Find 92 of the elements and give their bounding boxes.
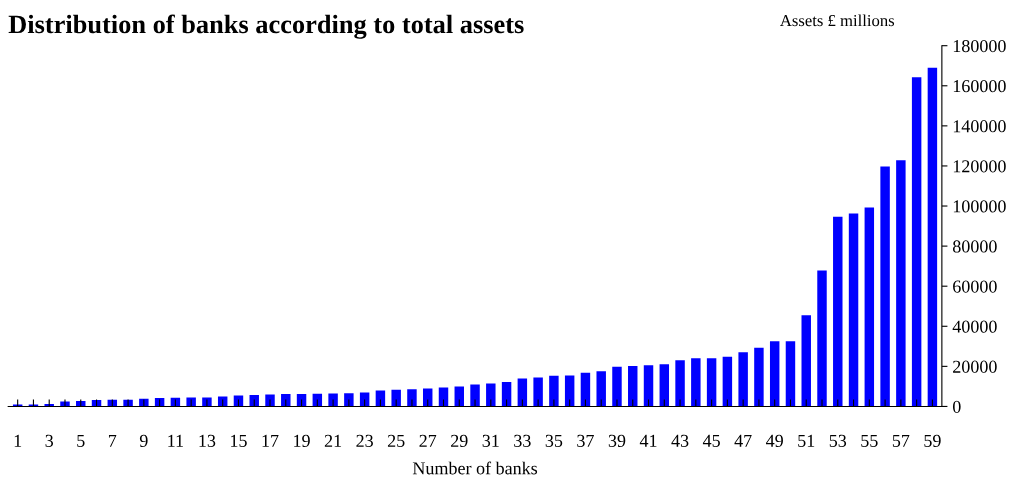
bar: [454, 386, 464, 407]
bar: [249, 395, 259, 407]
x-tick-label: 49: [766, 434, 783, 447]
x-tick-label: 33: [514, 434, 531, 447]
bar: [344, 393, 354, 407]
chart-title: Distribution of banks according to total assets: [8, 14, 524, 39]
bar: [769, 341, 780, 407]
x-tick-label: 3: [45, 434, 54, 447]
bar: [422, 388, 433, 407]
bar: [375, 390, 386, 407]
x-tick-label: 1: [14, 434, 22, 447]
bar: [643, 365, 654, 407]
bar: [754, 347, 764, 407]
x-tick-label: 17: [262, 434, 279, 447]
y-tick-label: 140000: [953, 120, 1006, 133]
bar: [564, 375, 575, 407]
bar: [517, 378, 528, 407]
bar: [785, 341, 796, 407]
bar: [391, 389, 401, 407]
bar: [470, 384, 480, 407]
x-tick-label: 25: [387, 434, 405, 447]
x-tick-label: 11: [168, 434, 183, 447]
bar: [612, 366, 622, 407]
bar: [864, 207, 875, 407]
x-tick-label: 43: [671, 434, 689, 447]
bar: [738, 352, 748, 407]
bar: [848, 213, 859, 407]
bar: [911, 77, 922, 407]
x-tick-label: 55: [861, 434, 878, 447]
bar: [580, 372, 591, 407]
x-tick-label: 35: [545, 434, 563, 447]
bar: [628, 365, 638, 407]
x-tick-label: 37: [577, 434, 594, 447]
bar: [549, 375, 559, 407]
x-tick-label: 19: [294, 434, 310, 447]
y-tick-label: 40000: [952, 320, 997, 333]
y-tick-label: 100000: [953, 200, 1006, 213]
x-tick-label: 39: [608, 434, 626, 447]
y-tick-label: 20000: [953, 360, 997, 373]
bar: [202, 397, 212, 407]
x-tick-label: 23: [356, 434, 373, 447]
bar: [833, 216, 843, 407]
bar: [233, 395, 244, 407]
y-axis-title: Assets £ millions: [780, 14, 895, 27]
x-tick-label: 59: [924, 434, 941, 447]
bar: [186, 397, 196, 407]
x-tick-label: 7: [108, 434, 117, 447]
y-tick-label: 0: [952, 400, 961, 413]
y-tick-label: 180000: [953, 39, 1006, 53]
x-tick-label: 29: [451, 434, 468, 447]
y-tick-label: 60000: [953, 280, 997, 293]
bar: [438, 387, 449, 407]
x-tick-label: 41: [639, 434, 657, 447]
x-tick-label: 53: [829, 434, 847, 447]
bar: [407, 389, 417, 407]
bar: [817, 270, 827, 407]
x-tick-label: 47: [734, 434, 752, 447]
bar: [139, 398, 149, 407]
bar: [596, 371, 606, 407]
x-tick-label: 5: [77, 434, 85, 447]
y-tick-label: 120000: [953, 160, 1006, 173]
bar: [659, 364, 670, 407]
bar: [533, 377, 543, 407]
bar: [896, 160, 906, 407]
x-tick-label: 45: [702, 434, 720, 447]
x-tick-label: 21: [324, 434, 342, 447]
bar: [501, 381, 512, 407]
x-tick-label: 57: [892, 434, 910, 447]
bar: [359, 392, 370, 407]
bar: [312, 393, 323, 407]
x-tick-label: 27: [419, 434, 437, 447]
x-tick-label: 31: [482, 434, 499, 447]
bar: [722, 356, 733, 407]
x-tick-label: 15: [231, 434, 247, 447]
bar: [675, 360, 685, 407]
bar: [880, 166, 890, 407]
bar: [328, 393, 338, 407]
y-tick-label: 160000: [953, 80, 1006, 93]
x-axis-title: Number of banks: [412, 461, 538, 475]
bar: [927, 67, 938, 407]
bar: [217, 396, 228, 407]
x-tick-label: 9: [139, 434, 148, 447]
bar: [801, 315, 811, 407]
x-tick-label: 13: [199, 434, 216, 447]
bar: [706, 358, 717, 407]
bar: [486, 383, 496, 407]
bar: [691, 358, 701, 407]
y-tick-label: 80000: [952, 240, 997, 253]
bar: [265, 394, 275, 407]
bar: [281, 394, 291, 407]
x-tick-label: 51: [798, 434, 815, 447]
bar: [296, 394, 307, 407]
